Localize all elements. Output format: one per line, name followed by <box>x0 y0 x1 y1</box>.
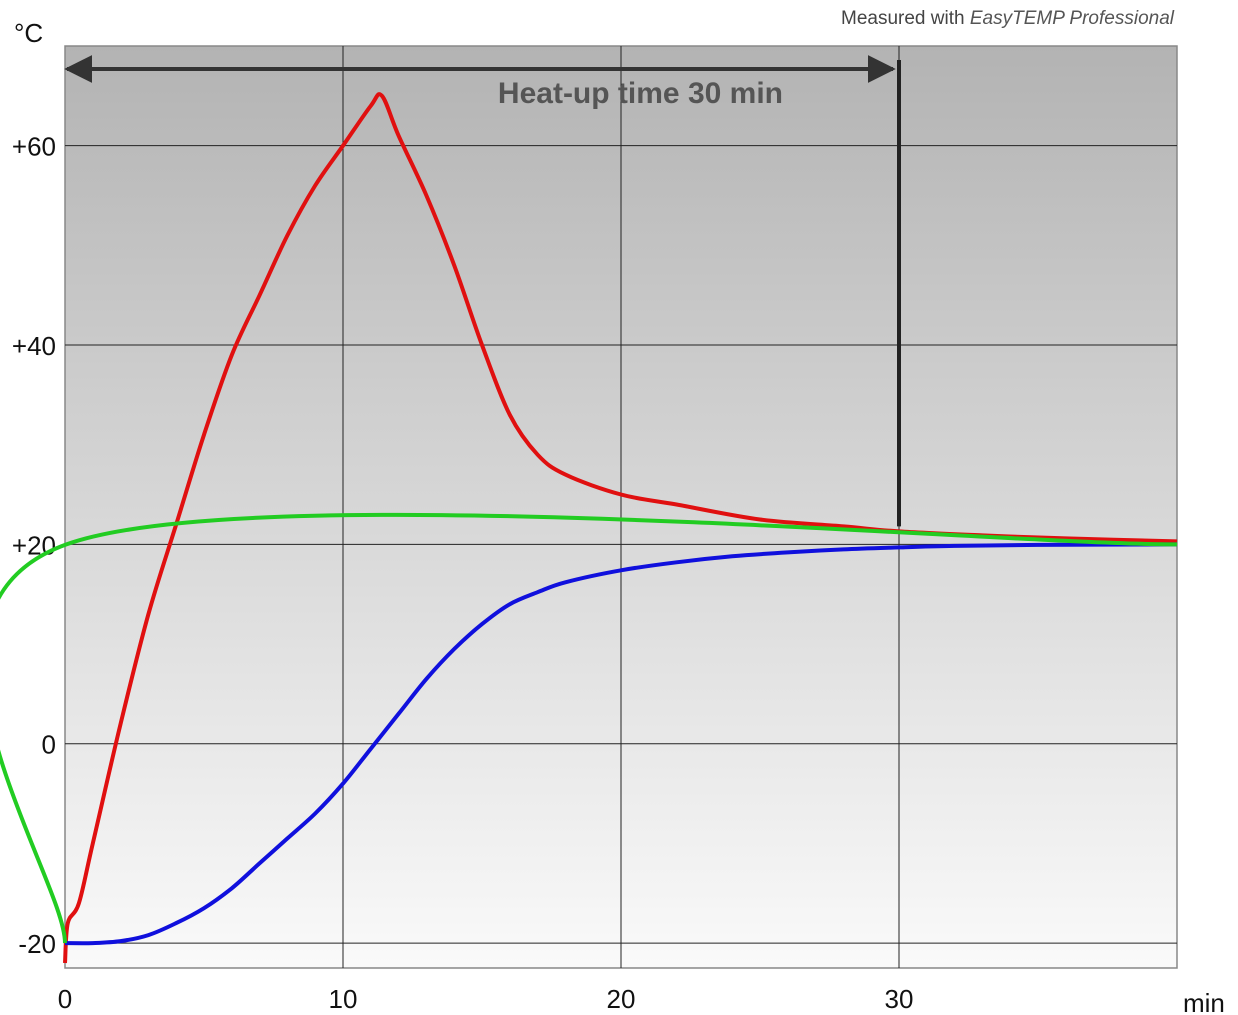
y-tick-label: +40 <box>12 331 56 361</box>
x-tick-label: 10 <box>329 984 358 1014</box>
series-line-blue <box>64 542 1178 946</box>
y-tick-label: -20 <box>18 929 56 959</box>
heat-up-annotation: Heat-up time 30 min <box>64 55 901 527</box>
series-line-green <box>0 512 1178 944</box>
x-tick-label: 0 <box>58 984 72 1014</box>
measured-product: EasyTEMP Professional <box>969 8 1174 29</box>
y-tick-label: +20 <box>12 530 56 560</box>
x-tick-label: 30 <box>885 984 914 1014</box>
measured-prefix: Measured with <box>841 8 965 29</box>
measured-with-note: Measured with EasyTEMP Professional <box>841 8 1174 30</box>
tick-labels: 0 10 20 30-200+20+40+60 <box>12 132 914 1014</box>
y-tick-label: +60 <box>12 132 56 162</box>
x-axis-unit: min <box>1183 988 1225 1015</box>
x-tick-label: 20 <box>607 984 636 1014</box>
y-tick-label: 0 <box>42 730 56 760</box>
heat-up-label: Heat-up time 30 min <box>498 77 783 110</box>
data-series <box>0 92 1178 964</box>
series-line-red <box>63 92 1178 964</box>
y-axis-unit: °C <box>14 18 43 48</box>
